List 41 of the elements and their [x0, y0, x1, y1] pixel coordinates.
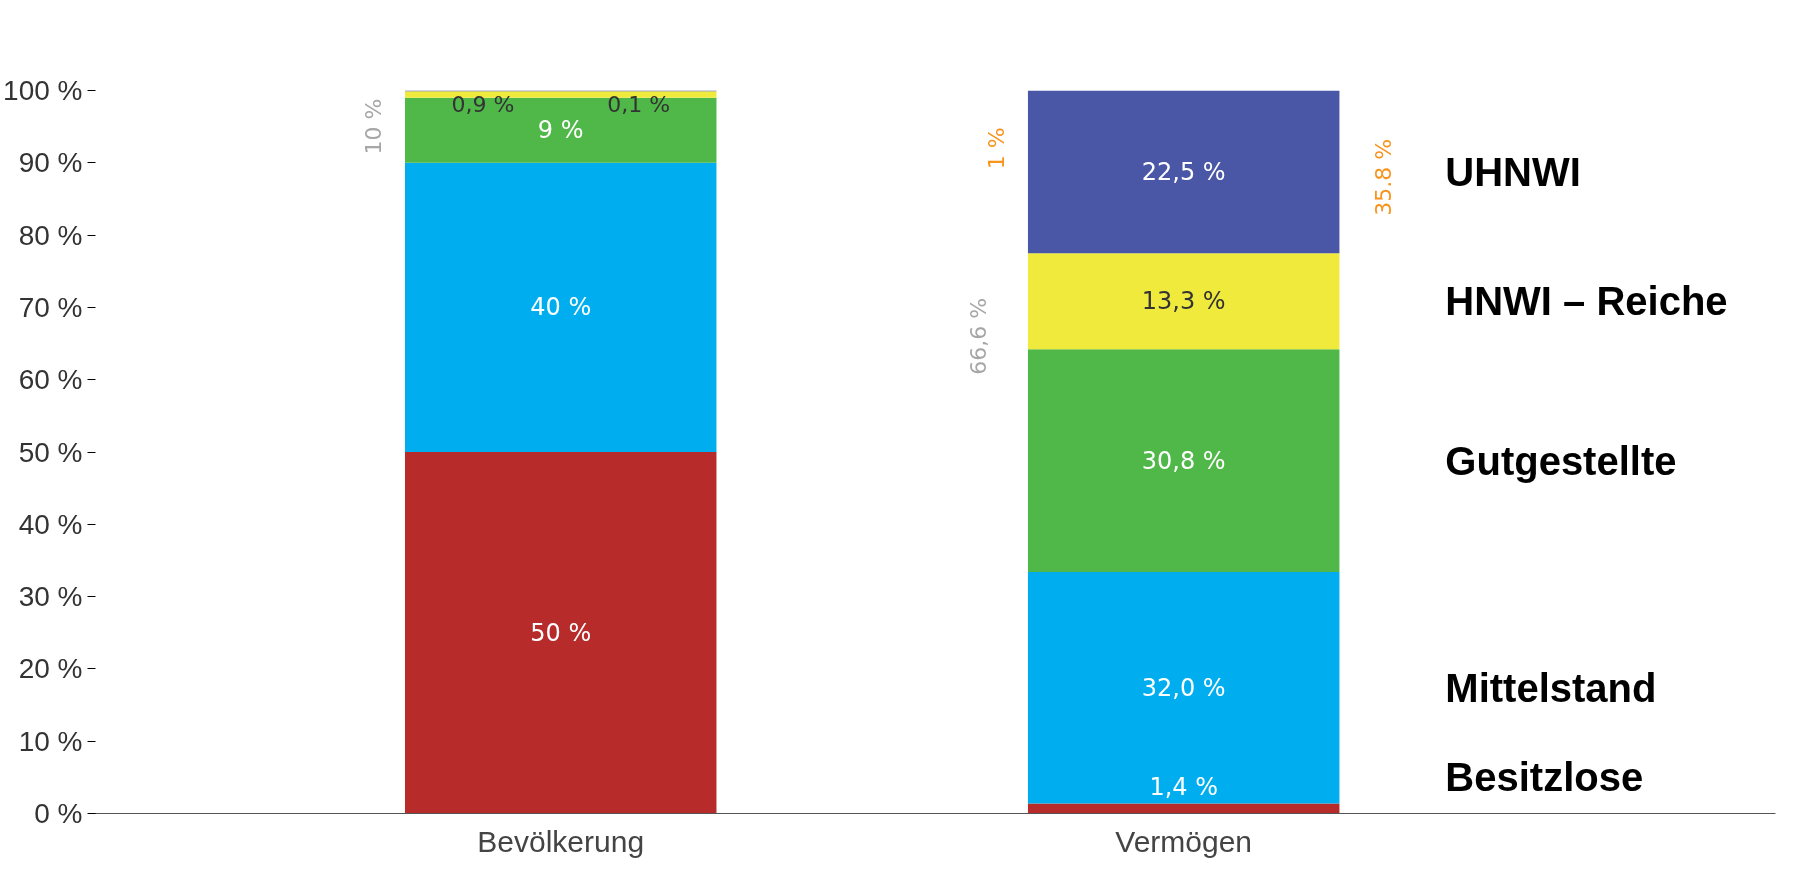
bar	[1027, 349, 1340, 573]
bar	[404, 452, 717, 814]
y-tick-label: 60 %	[18, 364, 83, 396]
y-tick-label: 70 %	[18, 291, 83, 323]
text: Gutgestellte	[1445, 438, 1677, 483]
x-tick-label: Vermögen	[1115, 824, 1253, 858]
data-label: 22,5 %	[1141, 157, 1226, 186]
y-tick-label: 40 %	[18, 508, 83, 540]
data-label: 1,4 %	[1149, 773, 1218, 802]
y-tick-label: 80 %	[18, 219, 83, 251]
text: HNWI – Reiche	[1445, 279, 1728, 324]
annotation: 10 %	[361, 98, 387, 155]
annotation: 1 %	[984, 127, 1010, 170]
y-tick-label: 20 %	[18, 653, 83, 685]
bar	[1027, 253, 1340, 350]
bar	[404, 91, 717, 98]
y-tick-label: 30 %	[18, 581, 83, 613]
text: Besitzlose	[1445, 755, 1644, 800]
text: UHNWI	[1445, 149, 1581, 194]
annotation: 35.8 %	[1370, 138, 1396, 216]
data-label: 32,0 %	[1141, 673, 1226, 702]
y-tick-label: 0 %	[34, 798, 83, 829]
data-label: 0,9 %	[451, 92, 515, 118]
annotation: 66,6 %	[965, 297, 991, 375]
x-tick-label: Bevölkerung	[477, 824, 645, 858]
bar	[1027, 803, 1340, 814]
bar	[404, 162, 717, 452]
data-label: 40 %	[530, 293, 592, 322]
data-label: 13,3 %	[1141, 287, 1226, 316]
y-tick-label: 100 %	[3, 75, 83, 106]
data-label: 0,1 %	[607, 91, 671, 117]
bar	[404, 97, 717, 163]
data-label: 30,8 %	[1141, 446, 1226, 475]
bar	[1027, 90, 1340, 254]
data-label: 9 %	[537, 116, 584, 145]
data-label: 50 %	[530, 618, 592, 647]
y-tick-label: 90 %	[18, 147, 83, 179]
text: Mittelstand	[1445, 665, 1657, 710]
bar	[1027, 572, 1340, 804]
y-tick-label: 10 %	[18, 725, 83, 757]
y-tick-label: 50 %	[18, 436, 83, 468]
